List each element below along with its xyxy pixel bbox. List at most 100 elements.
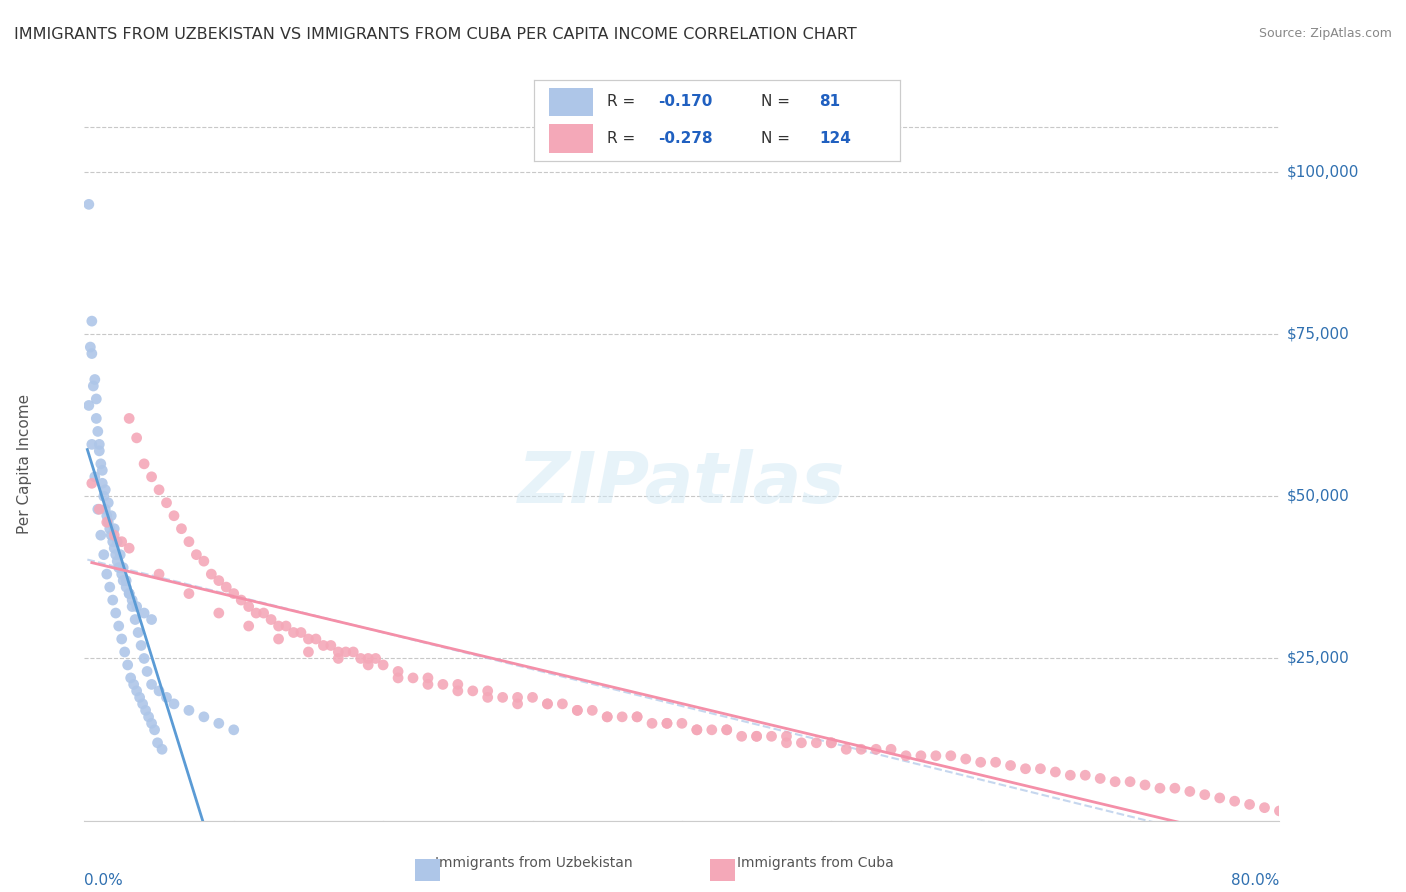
Text: Per Capita Income: Per Capita Income bbox=[17, 393, 32, 534]
Text: $50,000: $50,000 bbox=[1286, 489, 1350, 504]
Point bbox=[103, 541, 125, 556]
Point bbox=[416, 677, 439, 691]
Point bbox=[112, 560, 135, 574]
Point bbox=[89, 443, 111, 458]
Point bbox=[238, 599, 260, 614]
Point bbox=[775, 729, 797, 743]
Point bbox=[312, 639, 335, 653]
Point bbox=[121, 599, 143, 614]
Point bbox=[939, 748, 962, 763]
Point bbox=[91, 476, 114, 491]
Text: 81: 81 bbox=[820, 95, 841, 110]
Point bbox=[107, 619, 129, 633]
FancyBboxPatch shape bbox=[548, 124, 593, 153]
Point bbox=[290, 625, 312, 640]
Text: N =: N = bbox=[761, 95, 794, 110]
Point bbox=[93, 548, 115, 562]
Point bbox=[447, 677, 470, 691]
Point bbox=[98, 580, 121, 594]
Point bbox=[215, 580, 238, 594]
Text: 80.0%: 80.0% bbox=[1232, 872, 1279, 888]
Point bbox=[148, 684, 170, 698]
Point bbox=[141, 677, 163, 691]
Point bbox=[1149, 781, 1171, 796]
Point bbox=[1059, 768, 1081, 782]
Point bbox=[177, 703, 200, 717]
Point bbox=[122, 677, 145, 691]
Point bbox=[716, 723, 738, 737]
Point bbox=[716, 723, 738, 737]
Point bbox=[80, 314, 103, 328]
Point bbox=[849, 742, 872, 756]
Point bbox=[567, 703, 589, 717]
Point bbox=[124, 613, 146, 627]
Point bbox=[132, 457, 156, 471]
Point bbox=[111, 567, 134, 582]
Point bbox=[231, 593, 253, 607]
Point bbox=[283, 625, 305, 640]
Point bbox=[208, 606, 231, 620]
Point bbox=[865, 742, 887, 756]
Point bbox=[118, 586, 141, 600]
Point bbox=[820, 736, 842, 750]
Point bbox=[596, 710, 619, 724]
Point bbox=[1223, 794, 1246, 808]
Point bbox=[127, 625, 149, 640]
Point bbox=[506, 697, 529, 711]
Text: Source: ZipAtlas.com: Source: ZipAtlas.com bbox=[1258, 27, 1392, 40]
Point bbox=[357, 657, 380, 672]
Point bbox=[775, 736, 797, 750]
Point bbox=[492, 690, 515, 705]
Point bbox=[112, 574, 135, 588]
Point bbox=[101, 593, 124, 607]
Point bbox=[83, 372, 105, 386]
Point bbox=[141, 613, 163, 627]
Point bbox=[416, 671, 439, 685]
Point bbox=[89, 437, 111, 451]
Point bbox=[118, 411, 141, 425]
Point bbox=[111, 534, 134, 549]
Point bbox=[1088, 772, 1111, 786]
Point bbox=[1178, 784, 1201, 798]
Point bbox=[90, 457, 112, 471]
Point bbox=[925, 748, 948, 763]
Point bbox=[820, 736, 842, 750]
Point bbox=[297, 632, 319, 646]
Point bbox=[610, 710, 633, 724]
Point bbox=[536, 697, 558, 711]
Point bbox=[125, 431, 148, 445]
Point bbox=[163, 508, 186, 523]
Point bbox=[177, 586, 200, 600]
Point bbox=[335, 645, 357, 659]
Point bbox=[880, 742, 903, 756]
Point bbox=[551, 697, 574, 711]
Point bbox=[98, 522, 121, 536]
Text: N =: N = bbox=[761, 130, 794, 145]
Text: $100,000: $100,000 bbox=[1286, 164, 1360, 179]
Point bbox=[94, 483, 117, 497]
Point bbox=[77, 399, 100, 413]
Text: ZIPatlas: ZIPatlas bbox=[519, 449, 845, 517]
Text: $75,000: $75,000 bbox=[1286, 326, 1350, 342]
Point bbox=[506, 690, 529, 705]
Point bbox=[90, 528, 112, 542]
Point bbox=[1000, 758, 1022, 772]
Point bbox=[350, 651, 373, 665]
Point bbox=[1074, 768, 1097, 782]
Text: Immigrants from Uzbekistan: Immigrants from Uzbekistan bbox=[436, 855, 633, 870]
Point bbox=[806, 736, 828, 750]
Point bbox=[86, 392, 108, 406]
Point bbox=[91, 463, 114, 477]
Point bbox=[328, 651, 350, 665]
Point bbox=[87, 502, 110, 516]
Point bbox=[357, 651, 380, 665]
Point bbox=[138, 710, 160, 724]
Point bbox=[1104, 774, 1126, 789]
Point bbox=[77, 197, 100, 211]
Point bbox=[1133, 778, 1156, 792]
Point bbox=[655, 716, 678, 731]
Point bbox=[89, 502, 111, 516]
Point bbox=[104, 548, 127, 562]
Point bbox=[790, 736, 813, 750]
Point bbox=[761, 729, 783, 743]
